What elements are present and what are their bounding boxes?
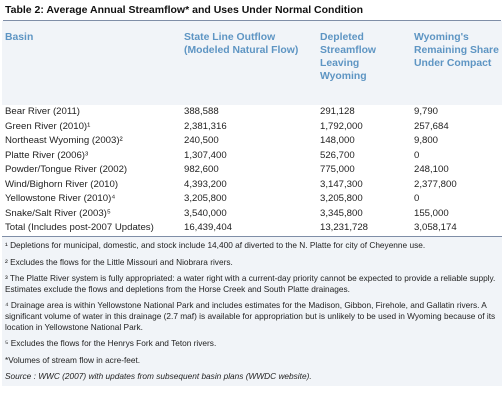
cell-basin: Northeast Wyoming (2003)² bbox=[5, 135, 123, 146]
cell-remaining: 9,800 bbox=[414, 135, 439, 146]
header-state-line-outflow: State Line Outflow (Modeled Natural Flow… bbox=[184, 32, 299, 56]
cell-remaining: 0 bbox=[414, 149, 420, 161]
cell-depleted: 3,205,800 bbox=[320, 193, 363, 204]
cell-state-line: 982,600 bbox=[184, 164, 219, 175]
table-body: Bear River (2011) 388,588 291,128 9,790 … bbox=[2, 105, 502, 236]
footnotes: ¹ Depletions for municipal, domestic, an… bbox=[2, 237, 502, 386]
cell-basin: Yellowstone River (2010)⁴ bbox=[5, 193, 116, 204]
total-remaining: 3,058,174 bbox=[414, 222, 457, 233]
cell-depleted: 3,147,300 bbox=[320, 178, 363, 190]
cell-remaining: 248,100 bbox=[414, 164, 449, 175]
table-row: Wind/Bighorn River (2010) 4,393,200 3,14… bbox=[2, 178, 502, 193]
cell-remaining: 155,000 bbox=[414, 207, 449, 219]
cell-depleted: 148,000 bbox=[320, 135, 355, 146]
table-row: Platte River (2006)³ 1,307,400 526,700 0 bbox=[2, 149, 502, 164]
cell-remaining: 257,684 bbox=[414, 120, 449, 132]
title-divider bbox=[3, 20, 501, 21]
cell-state-line: 3,205,800 bbox=[184, 193, 227, 204]
cell-remaining: 9,790 bbox=[414, 106, 439, 117]
cell-depleted: 291,128 bbox=[320, 106, 355, 117]
table-row: Powder/Tongue River (2002) 982,600 775,0… bbox=[2, 163, 502, 178]
header-depleted-streamflow: Depleted Streamflow Leaving Wyoming bbox=[320, 32, 377, 82]
notes-divider bbox=[2, 236, 502, 237]
cell-remaining: 0 bbox=[414, 193, 420, 204]
total-row: Total (Includes post-2007 Updates) 16,43… bbox=[2, 221, 502, 236]
cell-basin: Green River (2010)¹ bbox=[5, 120, 91, 132]
table-header: Basin State Line Outflow (Modeled Natura… bbox=[2, 21, 502, 105]
table-row: Snake/Salt River (2003)⁵ 3,540,000 3,345… bbox=[2, 207, 502, 222]
total-label: Total (Includes post-2007 Updates) bbox=[5, 222, 154, 233]
total-state-line: 16,439,404 bbox=[184, 222, 233, 233]
cell-basin: Snake/Salt River (2003)⁵ bbox=[5, 207, 111, 219]
cell-state-line: 4,393,200 bbox=[184, 178, 227, 190]
header-basin: Basin bbox=[5, 32, 34, 43]
table-row: Green River (2010)¹ 2,381,316 1,792,000 … bbox=[2, 120, 502, 135]
cell-state-line: 388,588 bbox=[184, 106, 219, 117]
footnote-2: ² Excludes the flows for the Little Miss… bbox=[5, 256, 233, 267]
cell-basin: Bear River (2011) bbox=[5, 106, 81, 117]
footnote-4: ⁴ Drainage area is within Yellowstone Na… bbox=[5, 300, 496, 332]
streamflow-table: Table 2: Average Annual Streamflow* and … bbox=[2, 0, 502, 386]
cell-basin: Powder/Tongue River (2002) bbox=[5, 164, 128, 175]
cell-state-line: 2,381,316 bbox=[184, 120, 227, 132]
cell-state-line: 1,307,400 bbox=[184, 149, 227, 161]
footnote-3: ³ The Platte River system is fully appro… bbox=[5, 273, 496, 294]
cell-state-line: 240,500 bbox=[184, 135, 219, 146]
footnote-units: *Volumes of stream flow in acre-feet. bbox=[5, 354, 141, 365]
cell-depleted: 526,700 bbox=[320, 149, 355, 161]
table-title: Table 2: Average Annual Streamflow* and … bbox=[2, 0, 502, 20]
cell-state-line: 3,540,000 bbox=[184, 207, 227, 219]
footnote-5: ⁵ Excludes the flows for the Henrys Fork… bbox=[5, 338, 217, 349]
cell-depleted: 775,000 bbox=[320, 164, 355, 175]
cell-basin: Platte River (2006)³ bbox=[5, 149, 89, 161]
table-row: Yellowstone River (2010)⁴ 3,205,800 3,20… bbox=[2, 192, 502, 207]
cell-depleted: 3,345,800 bbox=[320, 207, 363, 219]
header-remaining-share: Wyoming's Remaining Share Under Compact bbox=[414, 32, 499, 69]
source-note: Source : WWC (2007) with updates from su… bbox=[5, 371, 312, 382]
cell-basin: Wind/Bighorn River (2010) bbox=[5, 178, 119, 190]
table-row: Northeast Wyoming (2003)² 240,500 148,00… bbox=[2, 134, 502, 149]
footnote-1: ¹ Depletions for municipal, domestic, an… bbox=[5, 240, 426, 250]
cell-depleted: 1,792,000 bbox=[320, 120, 363, 132]
cell-remaining: 2,377,800 bbox=[414, 178, 457, 190]
total-depleted: 13,231,728 bbox=[320, 222, 369, 233]
table-row: Bear River (2011) 388,588 291,128 9,790 bbox=[2, 105, 502, 120]
